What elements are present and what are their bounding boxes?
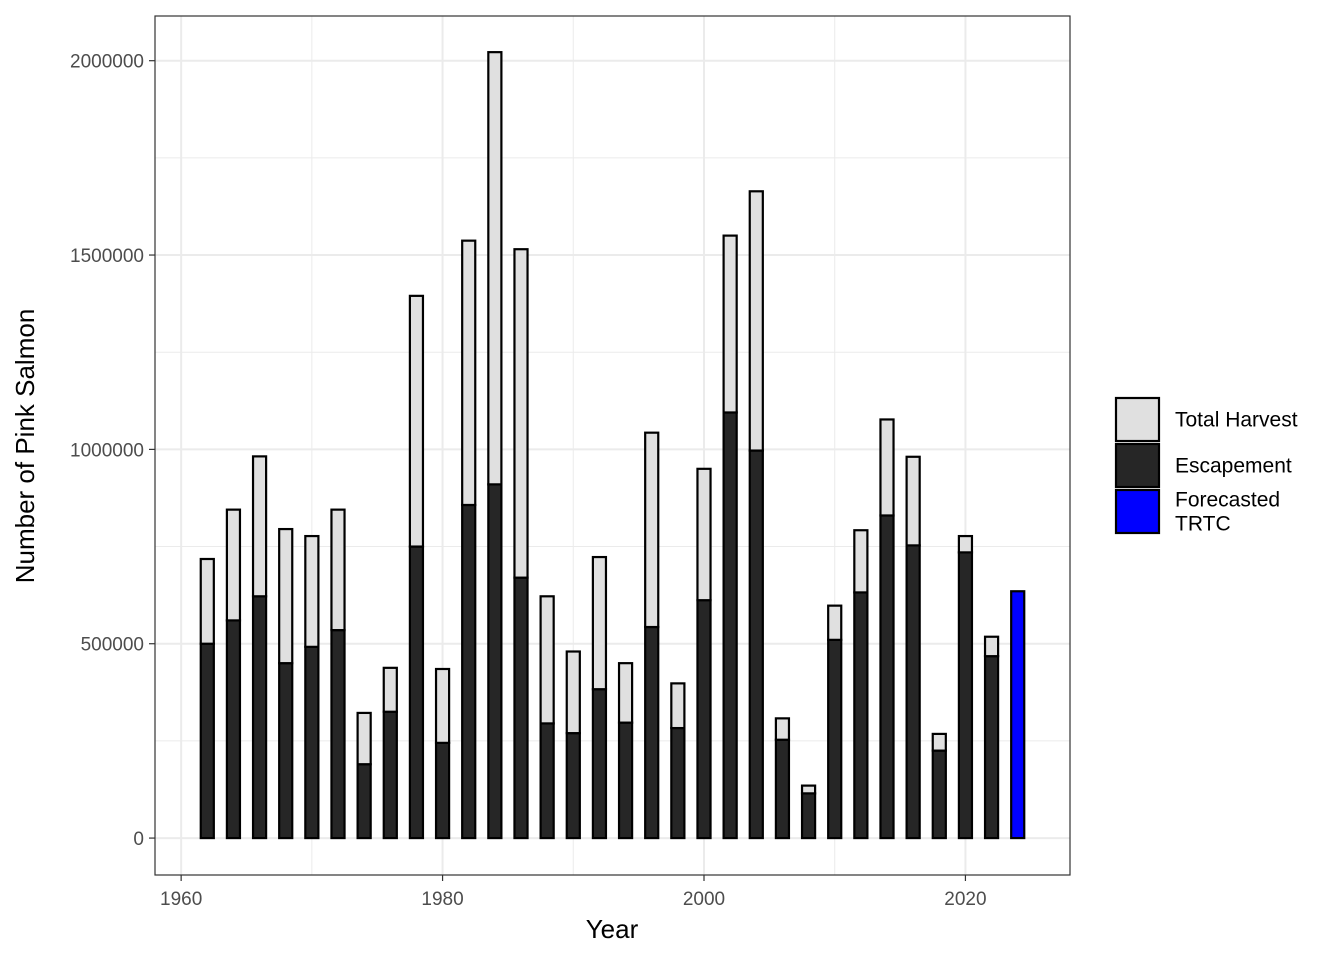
bar-total-harvest-1992 <box>591 555 608 691</box>
legend-label-2: Forecasted <box>1175 489 1280 512</box>
bar-total-harvest-2002 <box>722 234 738 414</box>
bar-total-harvest-1966 <box>251 455 268 598</box>
x-tick-label: 1980 <box>421 889 463 910</box>
bar-escapement-2016 <box>905 544 921 840</box>
bar-escapement-2018 <box>931 749 947 840</box>
legend-label-2: TRTC <box>1175 513 1231 536</box>
bar-total-harvest-2012 <box>853 529 869 594</box>
bar-total-harvest-1986 <box>513 248 529 579</box>
legend-label-0: Total Harvest <box>1175 409 1298 432</box>
x-tick-label: 2000 <box>683 889 725 910</box>
bar-escapement-1976 <box>382 710 398 840</box>
bar-total-harvest-1984 <box>487 51 503 486</box>
bar-escapement-2002 <box>722 411 738 840</box>
y-tick-label: 500000 <box>81 635 144 656</box>
bar-total-harvest-2006 <box>774 717 791 741</box>
bar-total-harvest-1996 <box>644 431 660 629</box>
bar-total-harvest-2014 <box>879 418 895 517</box>
legend-key-1 <box>1114 442 1161 489</box>
bar-escapement-2000 <box>696 599 712 840</box>
bar-escapement-2010 <box>827 638 843 840</box>
y-tick-label: 1500000 <box>70 246 144 267</box>
bar-total-harvest-1974 <box>356 711 372 766</box>
panel-border <box>154 15 1071 876</box>
y-tick-label: 2000000 <box>70 52 144 73</box>
bar-total-harvest-1988 <box>539 595 555 725</box>
bar-total-harvest-1998 <box>670 682 686 730</box>
bar-escapement-2006 <box>774 738 791 840</box>
y-axis-title: Number of Pink Salmon <box>10 309 40 584</box>
bar-total-harvest-2008 <box>800 784 817 795</box>
bar-escapement-2012 <box>853 591 869 840</box>
bar-total-harvest-2010 <box>827 604 843 641</box>
bar-escapement-1998 <box>670 726 686 840</box>
bar-escapement-1984 <box>487 483 503 840</box>
bar-total-harvest-2022 <box>983 635 1000 658</box>
x-tick-label: 1960 <box>160 889 202 910</box>
x-axis-title: Year <box>586 914 639 944</box>
bar-escapement-1986 <box>513 576 529 840</box>
bar-escapement-1988 <box>539 722 555 840</box>
bar-escapement-1966 <box>251 595 268 840</box>
x-axis: 1960 1980 2000 2020 <box>160 875 987 910</box>
bar-escapement-1980 <box>434 741 451 840</box>
bar-total-harvest-2018 <box>931 732 947 752</box>
bars <box>199 51 1026 840</box>
bar-escapement-2022 <box>983 655 1000 840</box>
legend-key-0 <box>1114 396 1161 443</box>
legend-label-1: Escapement <box>1175 455 1292 478</box>
bar-total-harvest-1962 <box>199 557 215 645</box>
bar-escapement-1990 <box>565 732 581 840</box>
bar-total-harvest-1978 <box>408 294 425 548</box>
y-tick-label: 1000000 <box>70 440 144 461</box>
bar-escapement-1974 <box>356 763 372 840</box>
bar-escapement-1982 <box>461 503 477 840</box>
y-axis: 0 500000 1000000 1500000 2000000 <box>70 52 155 850</box>
bar-escapement-2008 <box>800 792 817 840</box>
x-tick-label: 2020 <box>944 889 986 910</box>
bar-escapement-1972 <box>330 629 346 840</box>
bar-escapement-1964 <box>225 619 242 840</box>
bar-total-harvest-1972 <box>330 508 346 632</box>
bar-escapement-2014 <box>879 514 895 840</box>
bar-total-harvest-2020 <box>957 534 974 554</box>
bar-total-harvest-1982 <box>461 239 477 507</box>
bar-total-harvest-1976 <box>382 666 398 713</box>
bar-total-harvest-1970 <box>304 534 320 648</box>
bar-forecasted-trtc-2024 <box>1010 590 1026 840</box>
bar-total-harvest-1980 <box>434 667 451 744</box>
legend-key-2 <box>1114 488 1161 535</box>
bar-escapement-1962 <box>199 642 215 840</box>
bar-escapement-1978 <box>408 545 425 840</box>
bar-escapement-1970 <box>304 645 320 840</box>
bar-total-harvest-2016 <box>905 455 921 547</box>
bar-escapement-2020 <box>957 551 974 840</box>
bar-total-harvest-1994 <box>617 662 634 724</box>
bar-total-harvest-2000 <box>696 467 712 602</box>
bar-total-harvest-1968 <box>278 527 294 665</box>
bar-escapement-1968 <box>278 662 294 840</box>
bar-escapement-2004 <box>748 449 764 840</box>
bar-total-harvest-2004 <box>748 190 764 452</box>
bar-escapement-1996 <box>644 625 660 840</box>
bar-total-harvest-1990 <box>565 650 581 735</box>
y-tick-label: 0 <box>133 829 144 850</box>
bar-escapement-1992 <box>591 688 608 840</box>
bar-total-harvest-1964 <box>225 508 242 622</box>
bar-escapement-1994 <box>617 721 634 840</box>
